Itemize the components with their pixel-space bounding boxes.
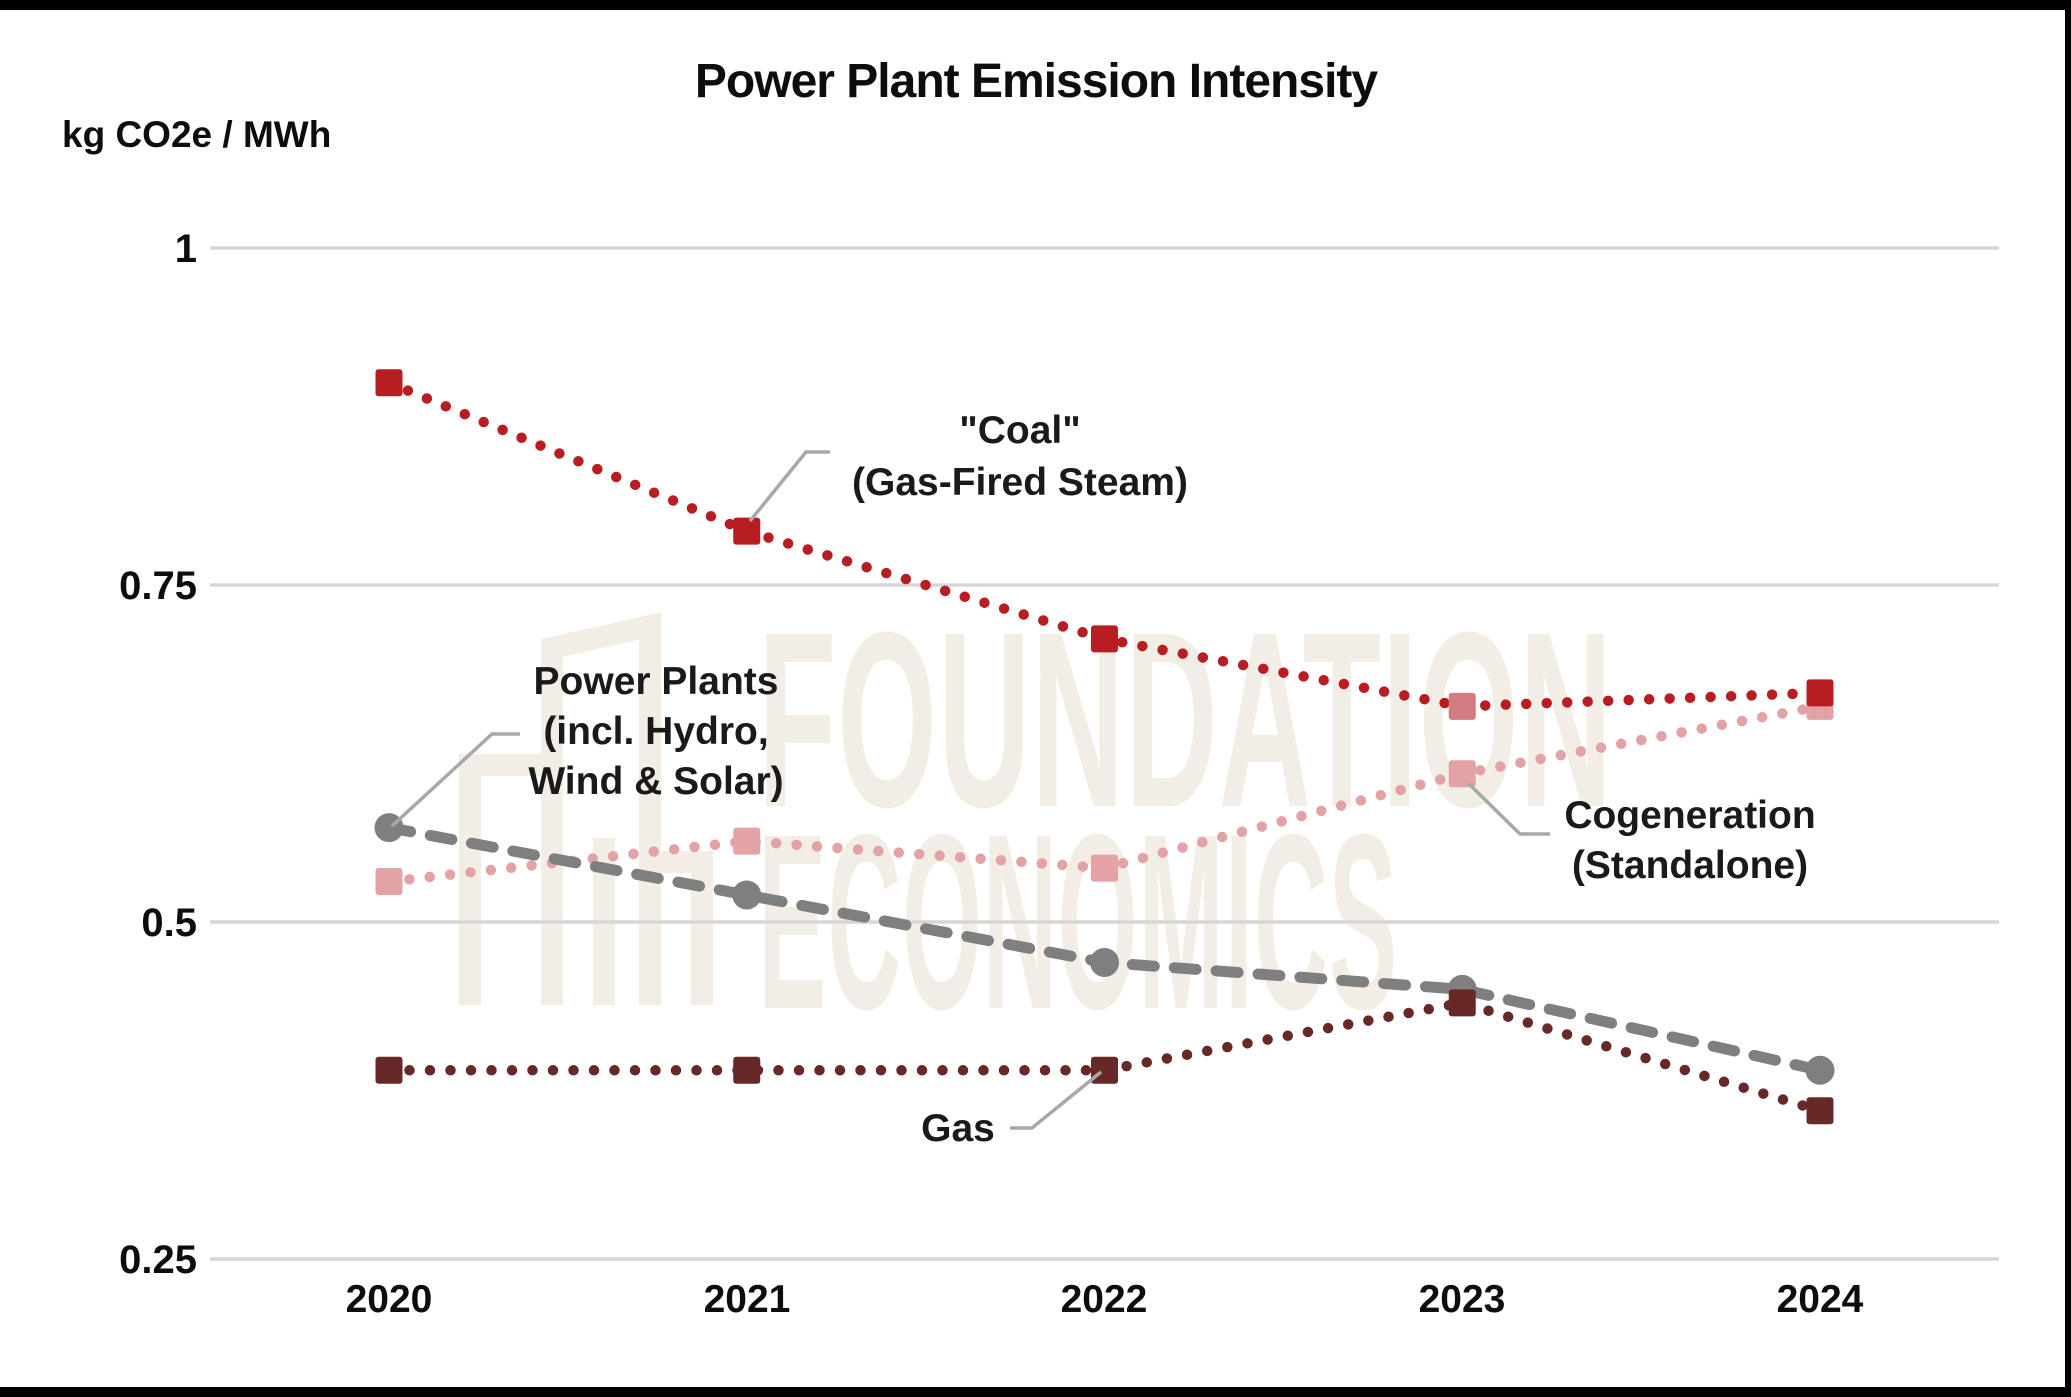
series-coal-marker-2022 <box>1091 625 1118 653</box>
y-tick-0-25: 0.25 <box>119 1238 197 1282</box>
x-tick-2023: 2023 <box>1419 1278 1506 1321</box>
frame-bottom-bar <box>0 1387 2071 1397</box>
series-layer <box>374 369 1835 1125</box>
series-coal-marker-2024 <box>1806 679 1834 707</box>
power-plants-annotation-line1: Power Plants <box>534 660 779 703</box>
gridlines <box>210 246 1999 1261</box>
cogeneration-annotation-line1: Cogeneration <box>1564 794 1815 837</box>
text-layer: Power Plant Emission Intensity kg CO2e /… <box>62 55 1864 1321</box>
series-coal <box>375 369 1834 720</box>
series-power-plants-marker-2021 <box>732 880 762 910</box>
series-cogeneration-marker-2020 <box>375 868 403 896</box>
series-power-plants-marker-2024 <box>1805 1055 1835 1085</box>
series-cogeneration-marker-2022 <box>1091 854 1118 882</box>
series-cogeneration <box>375 692 1834 896</box>
y-tick-0-5: 0.5 <box>141 901 197 945</box>
series-gas <box>375 989 1834 1125</box>
power-plants-callout-line <box>390 732 520 828</box>
x-tick-2020: 2020 <box>346 1278 433 1321</box>
y-tick-1: 1 <box>175 227 197 271</box>
series-cogeneration-marker-2021 <box>733 827 761 855</box>
y-tick-0-75: 0.75 <box>119 564 197 608</box>
chart-title: Power Plant Emission Intensity <box>695 55 1378 108</box>
series-gas-marker-2023 <box>1448 989 1476 1017</box>
coal-annotation-line2: (Gas-Fired Steam) <box>852 461 1188 504</box>
x-tick-2021: 2021 <box>704 1278 791 1321</box>
callout-lines <box>390 450 1550 1130</box>
cogeneration-annotation-line2: (Standalone) <box>1572 844 1808 887</box>
series-coal-marker-2023 <box>1448 692 1476 720</box>
series-gas-marker-2022 <box>1091 1056 1118 1084</box>
frame-right-bar <box>2065 0 2071 1397</box>
x-tick-2022: 2022 <box>1061 1278 1148 1321</box>
series-power-plants-marker-2022 <box>1090 947 1119 977</box>
series-cogeneration-marker-2023 <box>1448 760 1476 788</box>
power-plants-annotation: Power Plants (incl. Hydro, Wind & Solar) <box>528 660 783 803</box>
cogeneration-callout-line <box>1466 781 1550 836</box>
gas-annotation-label: Gas <box>921 1107 995 1150</box>
series-coal-marker-2021 <box>733 517 761 545</box>
cogeneration-annotation: Cogeneration (Standalone) <box>1564 794 1815 887</box>
y-axis-unit-label: kg CO2e / MWh <box>62 114 331 155</box>
coal-callout-line <box>748 450 830 523</box>
gas-callout-line <box>1010 1070 1103 1130</box>
series-gas-marker-2020 <box>375 1056 403 1084</box>
series-gas-marker-2024 <box>1806 1097 1834 1125</box>
coal-annotation-line1: "Coal" <box>959 409 1081 452</box>
frame-top-bar <box>0 0 2071 10</box>
power-plants-annotation-line3: Wind & Solar) <box>528 760 783 803</box>
series-coal-marker-2020 <box>375 369 403 397</box>
power-plants-annotation-line2: (incl. Hydro, <box>543 710 768 753</box>
series-gas-marker-2021 <box>733 1056 761 1084</box>
x-tick-2024: 2024 <box>1777 1278 1864 1321</box>
coal-annotation: "Coal" (Gas-Fired Steam) <box>852 409 1188 504</box>
